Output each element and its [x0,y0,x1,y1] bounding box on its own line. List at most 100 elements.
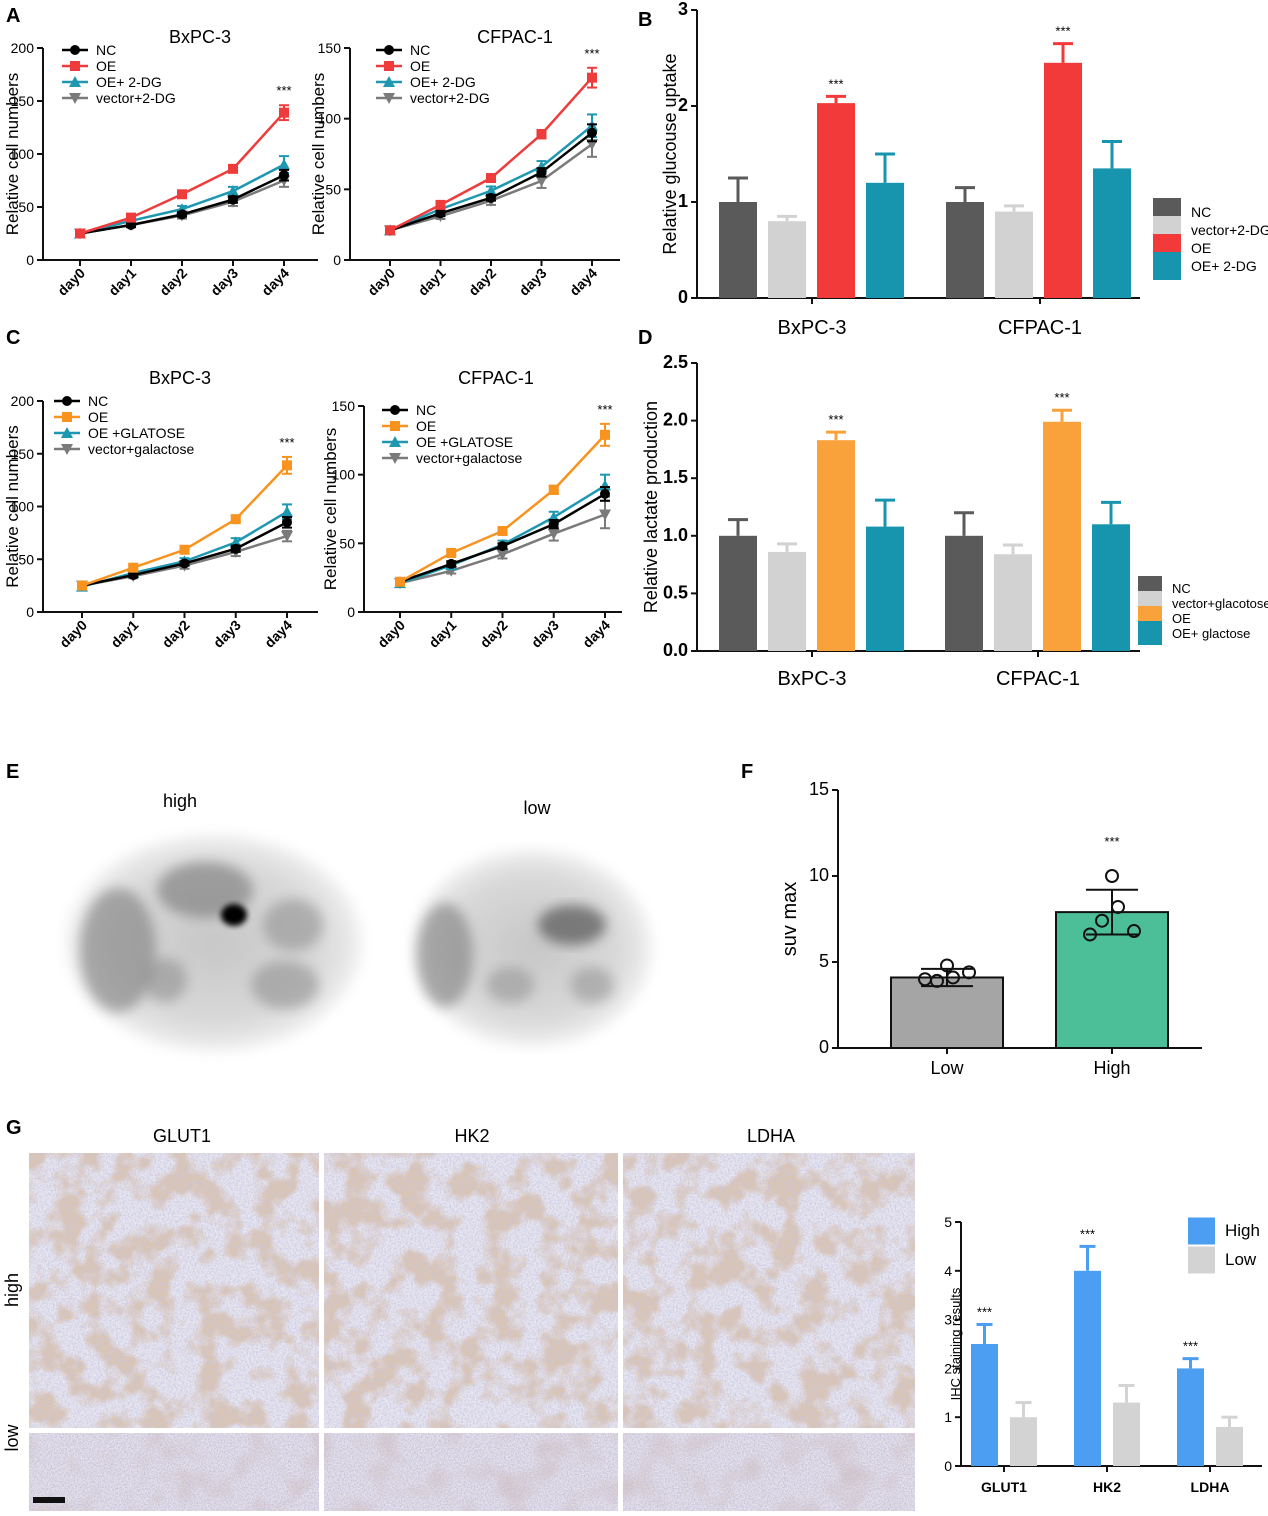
data-point [228,163,238,174]
x-tick-label: day2 [477,617,511,651]
y-tick-label: 10 [809,865,829,885]
bar [945,535,983,651]
legend-label: OE [96,58,116,74]
data-point [62,396,72,406]
bar [817,103,855,299]
ihc-image-ldha-high [623,1153,915,1428]
bar [1113,1402,1140,1466]
y-tick-label: 150 [318,40,342,56]
x-category-label: Low [930,1058,964,1078]
y-tick-label: 0 [819,1037,829,1057]
bar [768,221,806,298]
scale-bar [33,1497,65,1503]
legend-label: NC [1191,204,1211,220]
data-point [282,517,292,528]
y-tick-label: 100 [11,146,35,162]
data-point [61,427,73,438]
x-category-label: BxPC-3 [778,668,847,690]
data-point [435,208,446,219]
data-point [227,185,239,197]
panel-letter-e: E [6,761,19,783]
x-tick-label: day4 [566,265,600,299]
data-point [281,531,293,543]
data-point [383,93,395,104]
data-point [281,505,293,517]
pet-label-low: low [523,798,551,818]
x-tick-label: day0 [54,265,88,299]
pet-scan-high [64,833,364,1053]
bar [768,551,806,651]
chart-c-bxpc3-growth: 0 50 100 150 200 Relative cell numbers BxPC-3 d… [3,368,318,651]
significance-label: *** [584,46,599,61]
x-tick-label: day4 [261,617,295,651]
data-point [446,547,457,558]
bar [995,211,1033,298]
legend-label: vector+galactose [88,441,194,457]
legend-label: vector+2-DG [1191,222,1268,238]
chart-f-suv-max: 0 5 10 15 suv max Low High *** [779,779,1202,1078]
data-point [383,76,395,87]
x-category-label: High [1093,1058,1130,1078]
legend-label: NC [416,402,436,418]
legend-swatch [1188,1217,1215,1245]
legend-label: OE [416,418,436,434]
x-tick-label: day2 [465,265,499,299]
y-axis-label: Relative cell numbers [3,73,22,236]
chart-d-lactate-production: 0.0 0.5 1.0 1.5 2.0 2.5 Relative lactate produ… [641,352,1268,690]
x-tick-label: day4 [258,265,292,299]
data-point [395,576,405,587]
ihc-image-glut1-low [29,1433,319,1511]
panel-letter-d: D [638,327,652,349]
y-tick-label: 50 [339,535,355,551]
ihc-col-title-hk2: HK2 [454,1126,489,1146]
y-tick-label: 2 [944,1360,952,1376]
x-category-label: BxPC-3 [778,317,847,339]
data-point [128,562,139,573]
y-tick-label: 150 [11,446,35,462]
legend-label: OE+ 2-DG [1191,258,1257,274]
y-tick-label: 150 [332,398,356,414]
bar [1074,1270,1101,1466]
data-point [435,199,446,210]
x-tick-label: day3 [528,617,562,651]
chart-title: CFPAC-1 [458,368,534,388]
x-tick-label: day0 [364,265,398,299]
y-tick-label: 0 [678,287,688,307]
y-tick-label: 2.0 [663,410,688,430]
x-category-label: LDHA [1191,1479,1230,1495]
data-point [228,194,238,205]
legend-label: NC [1172,581,1191,596]
data-point [279,107,289,118]
ihc-col-title-ldha: LDHA [747,1126,795,1146]
data-point [599,509,611,521]
legend-label: vector+galactose [416,450,522,466]
chart-a-cfpac1-growth: 0 50 100 150 Relative cell numbers CFPAC-1 day… [309,27,620,299]
legend-label: OE +GLATOSE [416,434,513,450]
significance-label: *** [279,435,294,450]
panel-g-ihc-images: GLUT1 HK2 LDHA high low [2,1126,915,1511]
data-point [282,460,292,471]
legend-label: OE [88,409,108,425]
data-point [548,519,559,530]
bar [866,526,904,651]
legend-label: High [1225,1221,1260,1240]
y-tick-label: 50 [325,181,341,197]
x-tick-label: day2 [156,265,190,299]
significance-label: *** [276,83,291,98]
y-tick-label: 0 [347,604,355,620]
chart-b-glucose-uptake: 0 1 2 3 Relative glucouse uptake BxPC-3 *** CFP… [660,0,1268,339]
pet-scan-low [410,848,654,1048]
data-point [496,549,509,561]
x-tick-label: day0 [56,617,90,651]
x-category-label: GLUT1 [981,1479,1027,1495]
significance-label: *** [828,412,843,427]
x-tick-label: day2 [159,617,193,651]
data-point [390,405,400,415]
legend-label: NC [96,42,116,58]
y-tick-label: 50 [18,551,34,567]
x-tick-label: day1 [415,265,449,299]
significance-label: *** [1104,834,1119,849]
data-point [497,541,508,552]
data-point [486,192,496,203]
